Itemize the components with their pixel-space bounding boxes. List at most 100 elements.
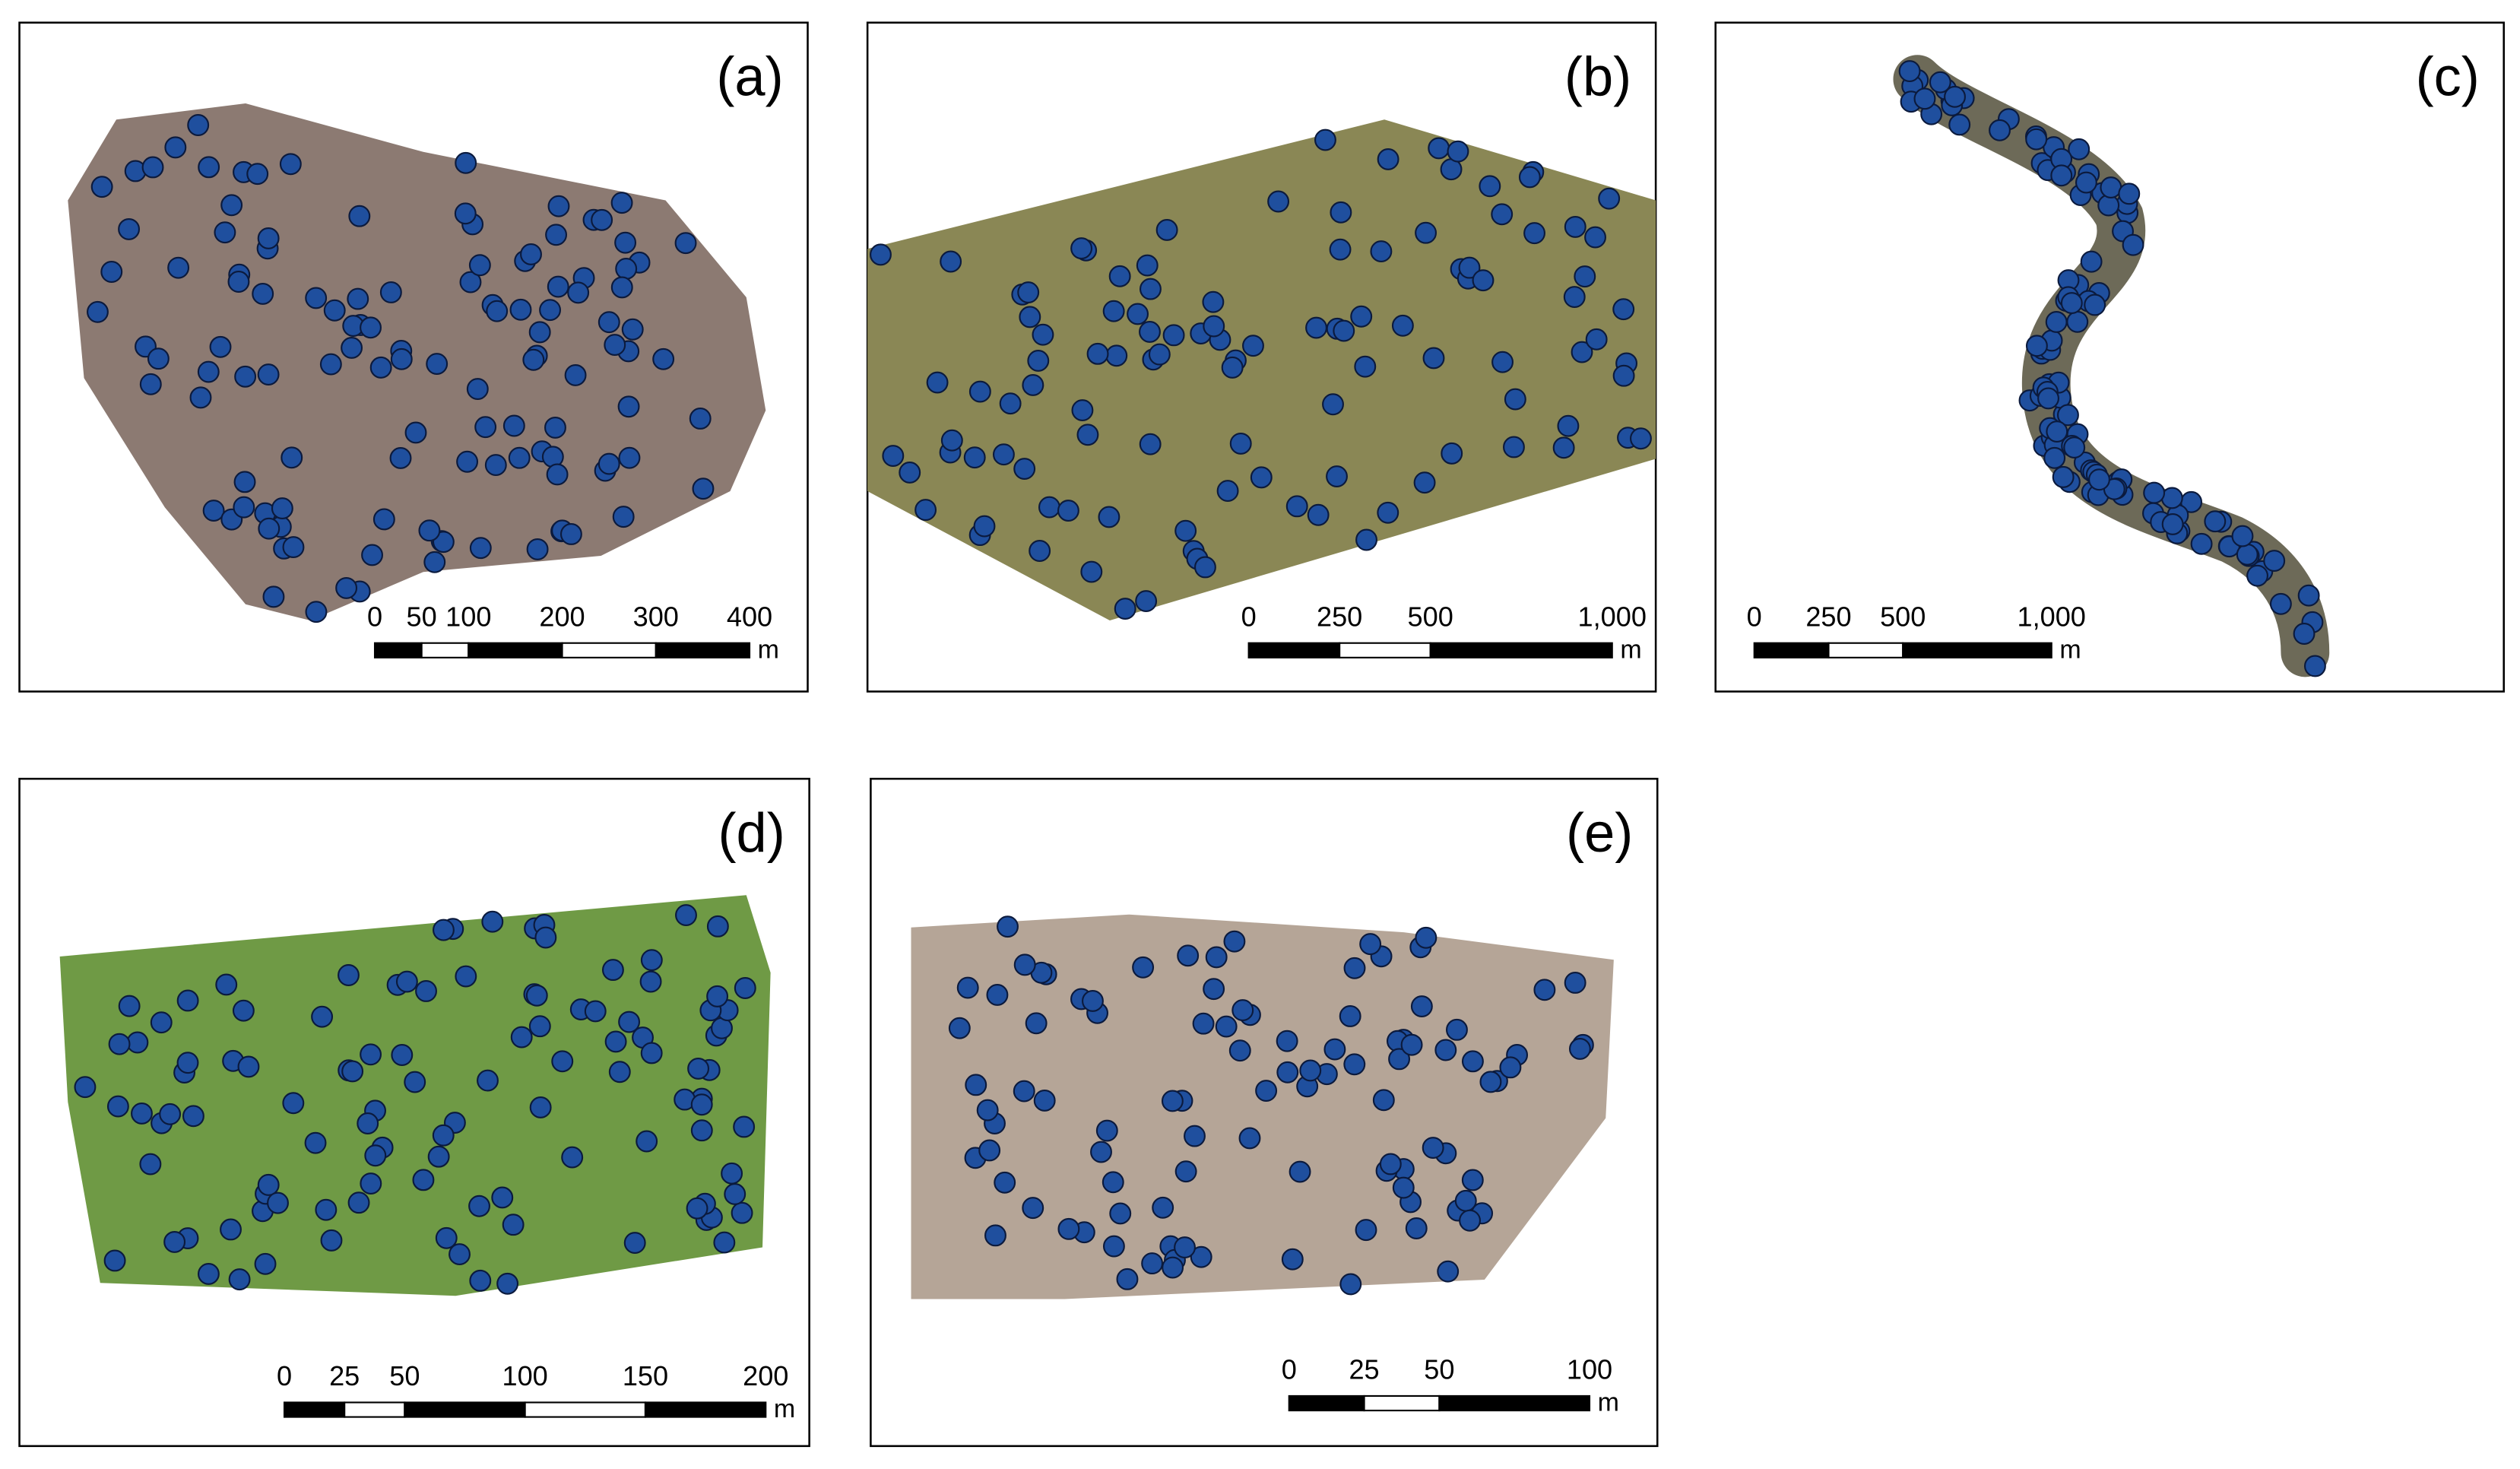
scale-bar-label: 500: [1880, 601, 1926, 632]
control-point: [281, 446, 303, 469]
control-point: [1057, 500, 1079, 522]
control-point: [604, 334, 626, 357]
control-point: [267, 1191, 289, 1214]
control-point: [522, 348, 545, 371]
control-point: [1568, 1037, 1591, 1060]
control-point: [2269, 592, 2292, 615]
control-point: [1598, 187, 1621, 210]
control-point: [1359, 933, 1382, 956]
control-point: [271, 497, 293, 520]
control-point: [433, 919, 455, 941]
control-point: [984, 1224, 1006, 1247]
scale-bar-label: 1,000: [2018, 601, 2086, 632]
panel-label: (d): [718, 803, 785, 864]
control-point: [1913, 87, 1936, 110]
control-point: [547, 195, 570, 217]
control-point: [1013, 1080, 1035, 1103]
control-point: [1372, 1089, 1395, 1112]
control-point: [198, 156, 220, 179]
control-point: [1139, 433, 1162, 455]
control-point: [1354, 355, 1377, 378]
scale-bar-segment: [1247, 642, 1341, 658]
control-point: [1135, 590, 1158, 613]
control-point: [496, 1272, 519, 1295]
control-point: [914, 499, 937, 522]
control-point: [1038, 496, 1060, 519]
control-point: [257, 227, 280, 249]
control-point: [1461, 1169, 1484, 1191]
control-point: [360, 1172, 382, 1195]
control-point: [347, 287, 369, 310]
control-point: [1109, 1202, 1132, 1225]
control-point: [564, 363, 587, 386]
control-point: [1564, 972, 1586, 994]
control-point: [1323, 1038, 1346, 1061]
control-point: [1574, 265, 1596, 288]
control-point: [1193, 556, 1216, 579]
control-point: [1458, 256, 1481, 279]
control-point: [372, 508, 395, 531]
control-point: [1339, 1005, 1361, 1027]
panel-label: (c): [2416, 46, 2480, 107]
control-point: [279, 153, 302, 176]
control-point: [1216, 480, 1239, 503]
control-point: [1441, 442, 1463, 465]
control-point: [361, 544, 383, 566]
control-point: [1139, 320, 1161, 343]
control-point: [1563, 286, 1586, 308]
control-point: [1400, 1033, 1423, 1056]
scale-bar-segment: [1339, 642, 1431, 658]
control-point: [1499, 1056, 1522, 1079]
scale-bar-segment: [1288, 1394, 1365, 1412]
control-point: [1148, 343, 1171, 366]
control-point: [1202, 290, 1225, 313]
control-point: [1612, 364, 1635, 387]
control-point: [1080, 560, 1103, 583]
control-point: [1192, 1012, 1215, 1035]
control-point: [432, 1124, 455, 1147]
scale-bar-label: 50: [1424, 1354, 1454, 1385]
control-point: [1132, 956, 1155, 979]
control-point: [1162, 324, 1185, 347]
control-point: [2056, 404, 2079, 427]
control-point: [262, 585, 285, 608]
control-point: [220, 194, 243, 217]
control-point: [103, 1249, 126, 1272]
control-point: [870, 243, 892, 266]
control-point: [1281, 1248, 1304, 1271]
control-point: [604, 1030, 627, 1053]
control-point: [2084, 293, 2106, 316]
scale-bar-segment: [344, 1401, 406, 1418]
scale-bar-label: 0: [277, 1360, 292, 1391]
control-point: [197, 360, 220, 383]
control-point: [2293, 623, 2316, 645]
control-point: [1330, 201, 1352, 224]
control-point: [528, 321, 551, 344]
control-point: [1155, 219, 1178, 241]
control-point: [1472, 269, 1495, 292]
control-point: [163, 1230, 186, 1253]
scale-bar-segment: [1363, 1394, 1441, 1412]
control-point: [304, 1131, 327, 1154]
control-point: [484, 454, 507, 477]
control-point: [621, 318, 644, 341]
control-point: [481, 910, 504, 933]
control-point: [1333, 319, 1355, 342]
control-point: [1307, 503, 1330, 526]
control-point: [209, 335, 232, 358]
control-point: [1082, 990, 1104, 1012]
scale-bar-segment: [655, 642, 751, 658]
control-point: [1090, 1141, 1112, 1163]
control-point: [2080, 250, 2103, 273]
control-point: [1584, 226, 1606, 249]
control-point: [1184, 1125, 1206, 1147]
control-point: [1391, 314, 1414, 337]
control-point: [520, 243, 542, 265]
control-point: [220, 1218, 242, 1241]
panel-label: (b): [1564, 46, 1631, 107]
control-point: [973, 515, 996, 538]
scale-bar-label: 250: [1317, 601, 1362, 632]
control-point: [319, 353, 342, 376]
orthomosaic: [911, 914, 1614, 1299]
control-point: [510, 1026, 533, 1049]
